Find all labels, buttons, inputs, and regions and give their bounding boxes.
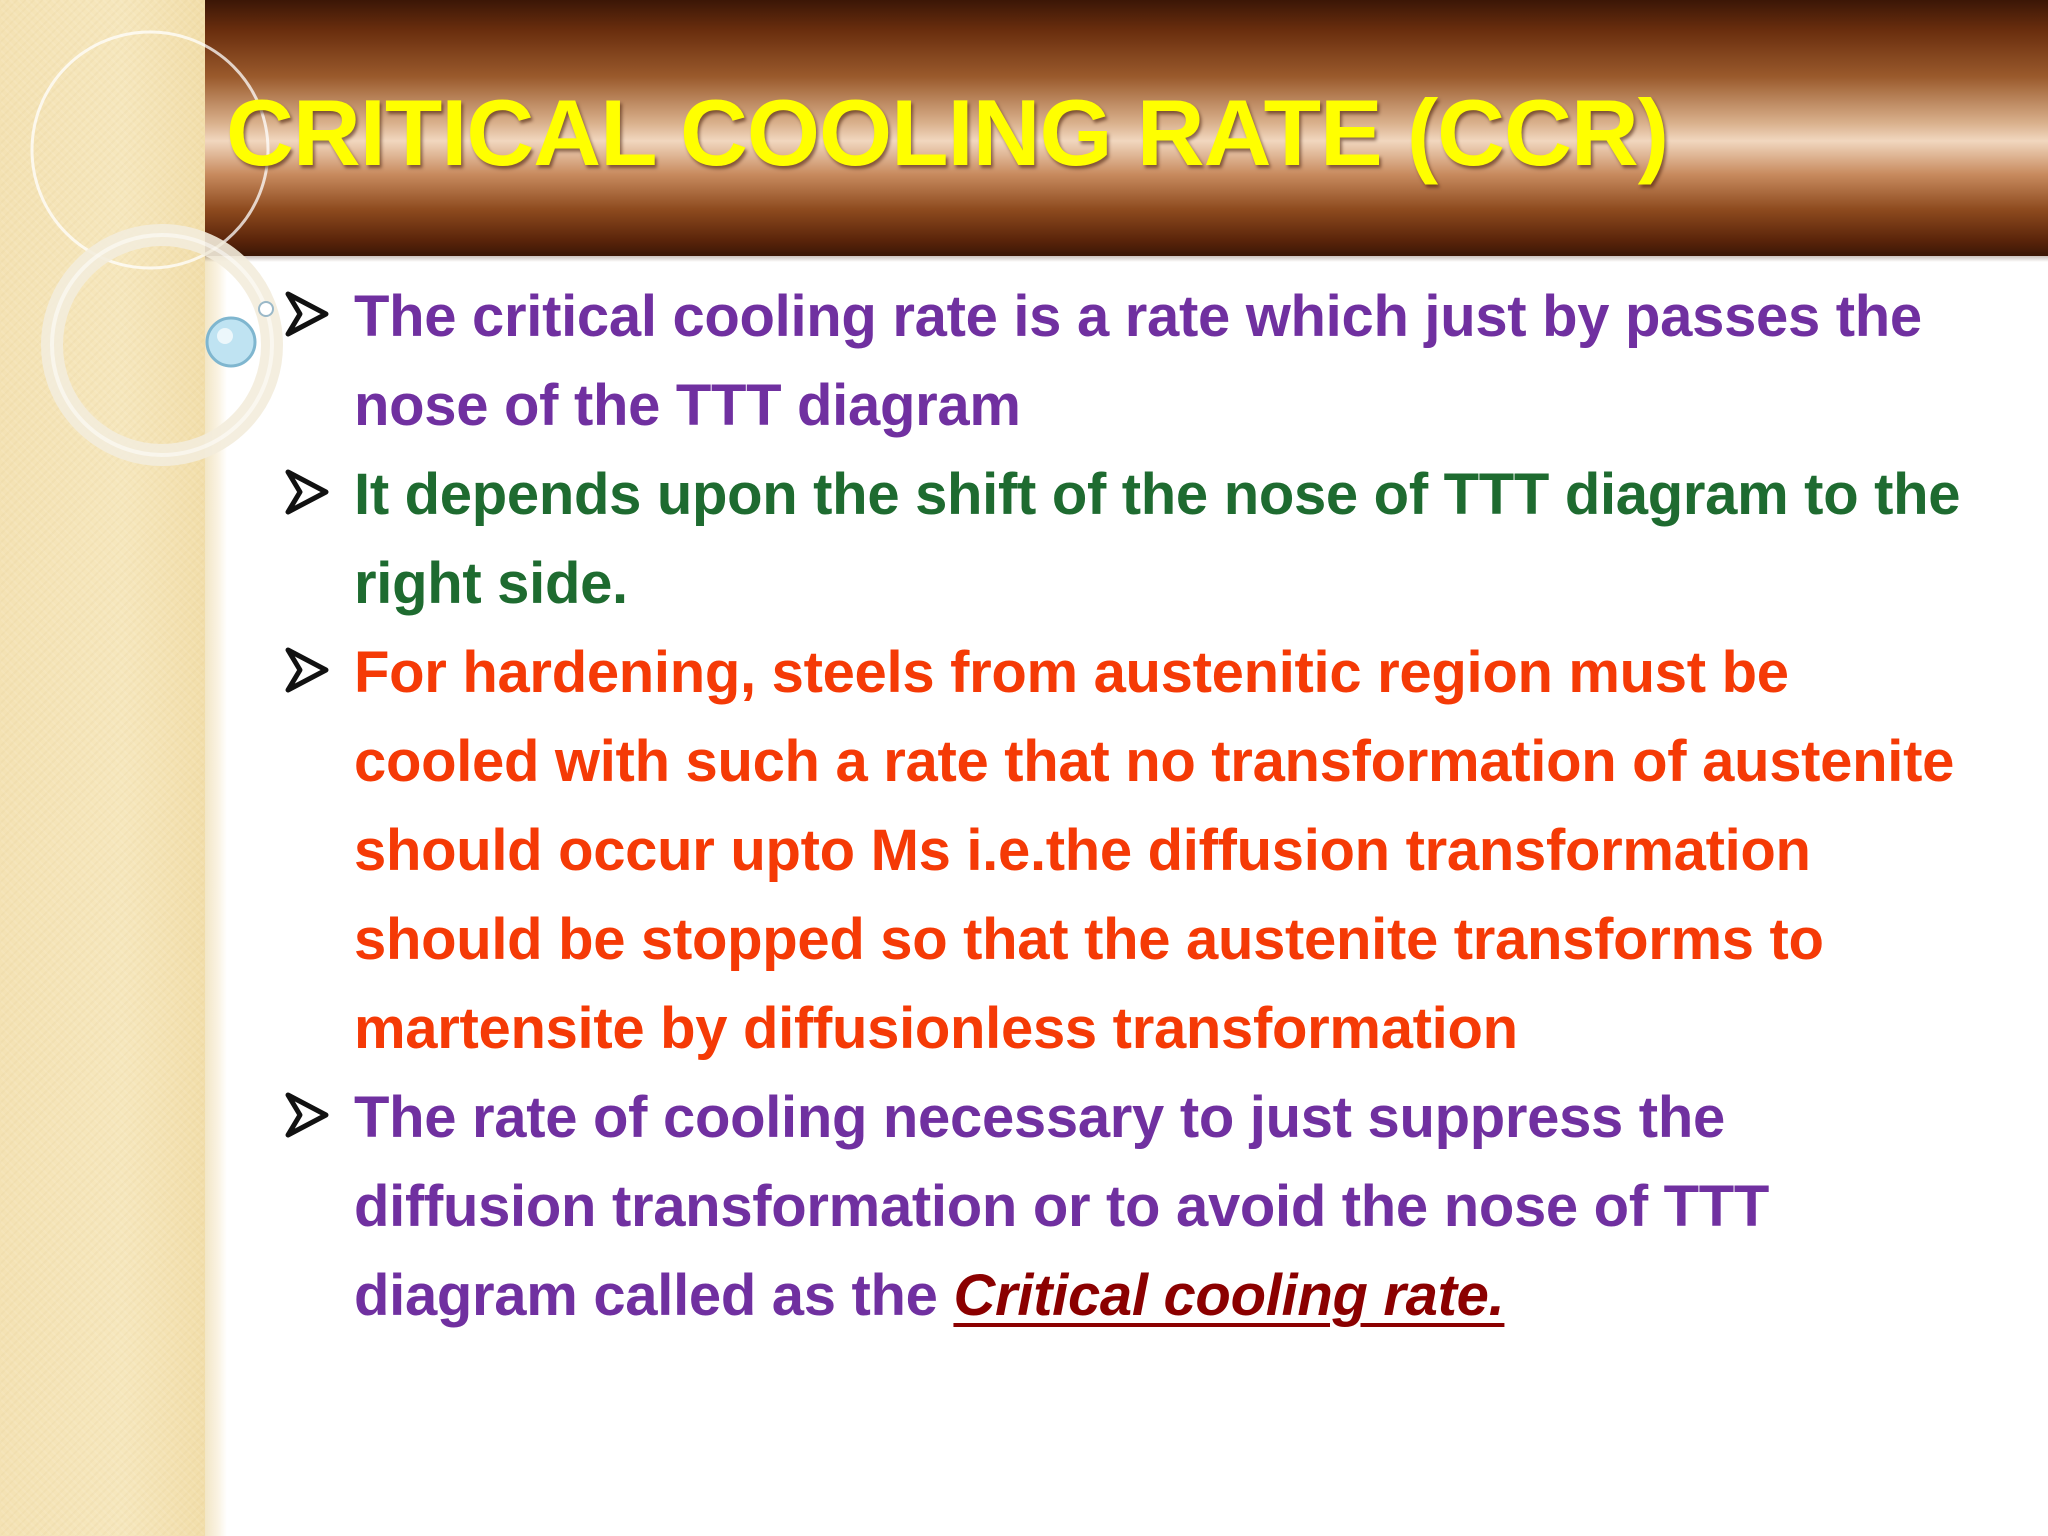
title-banner xyxy=(205,0,2048,256)
critical-cooling-rate-emphasis: Critical cooling rate. xyxy=(953,1263,1505,1328)
bullet-item: The critical cooling rate is a rate whic… xyxy=(280,272,1980,450)
side-strip-fade xyxy=(205,256,227,1536)
bullet-text: The critical cooling rate is a rate whic… xyxy=(354,284,1922,438)
arrow-bullet-icon xyxy=(285,291,329,337)
bullet-text: The rate of cooling necessary to just su… xyxy=(354,1085,1770,1328)
bullet-list: The critical cooling rate is a rate whic… xyxy=(280,272,1980,1340)
slide-title: CRITICAL COOLING RATE (CCR) xyxy=(226,80,1669,185)
title-banner-shadow xyxy=(205,252,2048,262)
decorative-side-strip xyxy=(0,0,205,1536)
bullet-item: It depends upon the shift of the nose of… xyxy=(280,450,1980,628)
arrow-bullet-icon xyxy=(285,1092,329,1138)
bullet-item: For hardening, steels from austenitic re… xyxy=(280,628,1980,1073)
small-bead-shape xyxy=(258,301,274,317)
bullet-text: It depends upon the shift of the nose of… xyxy=(354,462,1961,616)
arrow-bullet-icon xyxy=(285,469,329,515)
bullet-text: For hardening, steels from austenitic re… xyxy=(354,640,1955,1061)
bullet-item: The rate of cooling necessary to just su… xyxy=(280,1073,1980,1340)
arrow-bullet-icon xyxy=(285,647,329,693)
